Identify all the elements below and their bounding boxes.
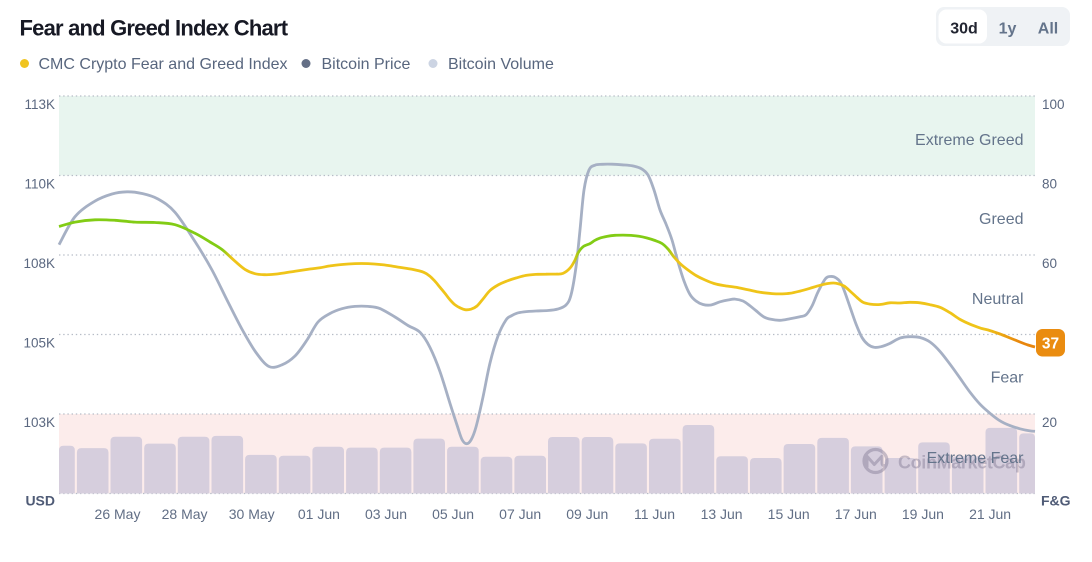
svg-text:Fear: Fear (991, 370, 1025, 387)
svg-text:113K: 113K (24, 97, 55, 112)
svg-text:30d: 30d (950, 21, 978, 38)
svg-text:103K: 103K (23, 415, 55, 430)
svg-text:26 May: 26 May (95, 506, 141, 522)
svg-text:80: 80 (1042, 177, 1057, 192)
svg-text:CoinMarketCap: CoinMarketCap (898, 453, 1026, 473)
svg-text:Bitcoin Volume: Bitcoin Volume (448, 56, 554, 73)
svg-text:20: 20 (1042, 415, 1057, 430)
svg-text:01 Jun: 01 Jun (298, 506, 340, 522)
svg-text:Extreme Greed: Extreme Greed (915, 132, 1023, 149)
svg-text:21 Jun: 21 Jun (969, 506, 1011, 522)
svg-text:USD: USD (25, 492, 55, 508)
svg-text:28 May: 28 May (162, 506, 208, 522)
svg-text:Bitcoin Price: Bitcoin Price (322, 56, 411, 73)
svg-text:09 Jun: 09 Jun (566, 506, 608, 522)
svg-text:05 Jun: 05 Jun (432, 506, 474, 522)
svg-text:37: 37 (1042, 336, 1059, 353)
svg-text:13 Jun: 13 Jun (701, 506, 743, 522)
svg-text:1y: 1y (999, 21, 1017, 38)
svg-text:11 Jun: 11 Jun (634, 506, 675, 522)
svg-text:60: 60 (1042, 256, 1057, 271)
svg-text:07 Jun: 07 Jun (499, 506, 541, 522)
svg-text:110K: 110K (24, 177, 55, 192)
svg-text:15 Jun: 15 Jun (768, 506, 810, 522)
svg-text:19 Jun: 19 Jun (902, 506, 944, 522)
svg-text:105K: 105K (23, 336, 55, 351)
svg-text:Greed: Greed (979, 211, 1023, 228)
svg-text:Neutral: Neutral (972, 291, 1024, 308)
svg-text:CMC Crypto Fear and Greed Inde: CMC Crypto Fear and Greed Index (39, 56, 288, 73)
svg-text:Fear and Greed Index Chart: Fear and Greed Index Chart (20, 16, 289, 41)
svg-text:30 May: 30 May (229, 506, 275, 522)
svg-text:100: 100 (1042, 97, 1065, 112)
svg-text:03 Jun: 03 Jun (365, 506, 407, 522)
svg-text:F&G: F&G (1041, 492, 1071, 508)
svg-text:Extreme Fear: Extreme Fear (927, 450, 1025, 467)
svg-text:All: All (1038, 21, 1058, 38)
svg-text:17 Jun: 17 Jun (835, 506, 877, 522)
svg-text:108K: 108K (23, 256, 55, 271)
